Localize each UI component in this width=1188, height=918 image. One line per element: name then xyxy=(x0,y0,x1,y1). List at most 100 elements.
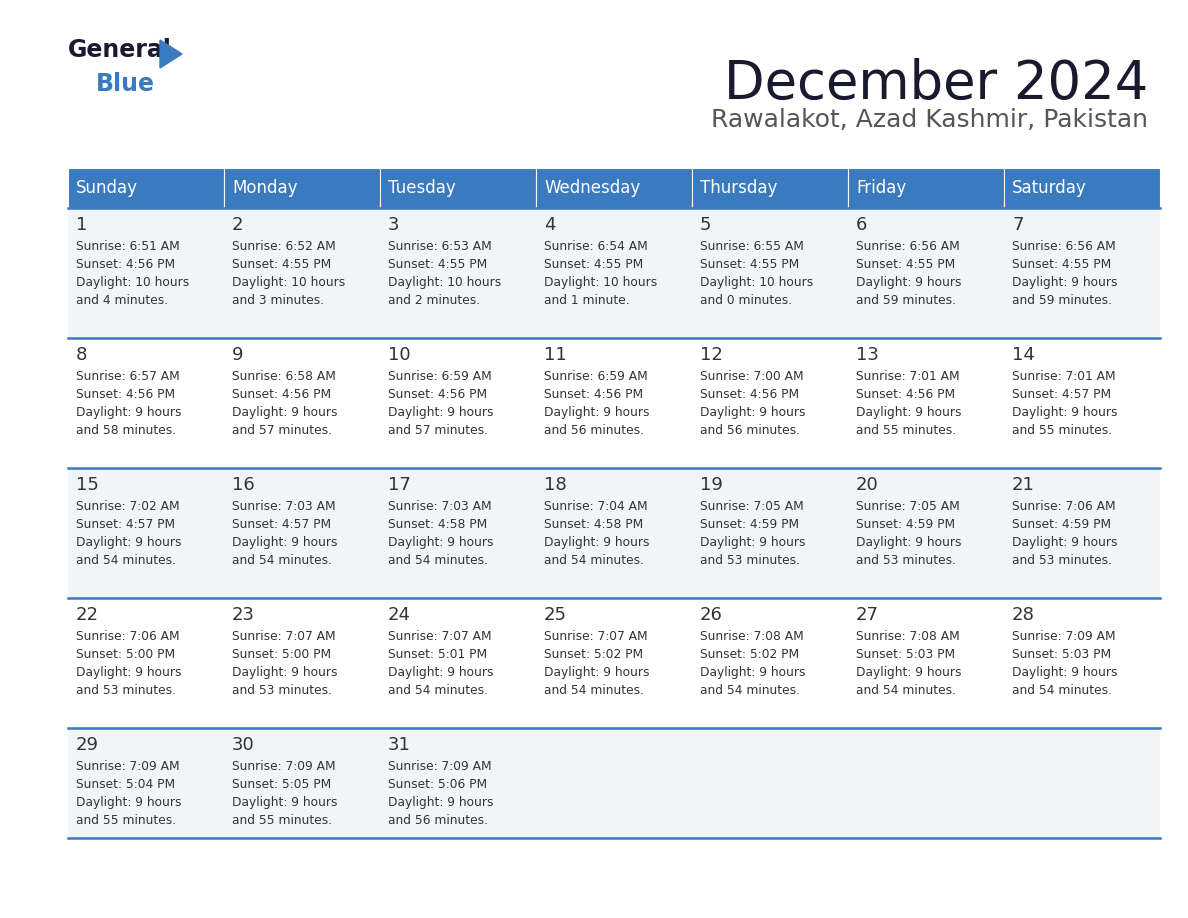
Text: and 53 minutes.: and 53 minutes. xyxy=(700,554,800,567)
Text: Sunset: 4:56 PM: Sunset: 4:56 PM xyxy=(700,388,800,401)
Text: Daylight: 9 hours: Daylight: 9 hours xyxy=(232,406,337,419)
Text: Sunset: 5:06 PM: Sunset: 5:06 PM xyxy=(388,778,487,791)
Text: Daylight: 9 hours: Daylight: 9 hours xyxy=(544,666,650,679)
Text: 6: 6 xyxy=(857,216,867,234)
Text: and 54 minutes.: and 54 minutes. xyxy=(857,684,956,697)
Text: Sunset: 4:55 PM: Sunset: 4:55 PM xyxy=(232,258,331,271)
Text: 30: 30 xyxy=(232,736,254,754)
Text: and 57 minutes.: and 57 minutes. xyxy=(388,424,488,437)
Text: Sunrise: 7:09 AM: Sunrise: 7:09 AM xyxy=(1012,630,1116,643)
Text: Sunrise: 7:04 AM: Sunrise: 7:04 AM xyxy=(544,500,647,513)
Text: Sunset: 5:01 PM: Sunset: 5:01 PM xyxy=(388,648,487,661)
Text: Sunrise: 7:07 AM: Sunrise: 7:07 AM xyxy=(388,630,492,643)
Text: and 55 minutes.: and 55 minutes. xyxy=(857,424,956,437)
Text: Sunrise: 7:08 AM: Sunrise: 7:08 AM xyxy=(857,630,960,643)
Text: and 4 minutes.: and 4 minutes. xyxy=(76,294,169,307)
Text: 1: 1 xyxy=(76,216,88,234)
Text: Daylight: 9 hours: Daylight: 9 hours xyxy=(857,536,961,549)
Text: Sunrise: 6:59 AM: Sunrise: 6:59 AM xyxy=(544,370,647,383)
Text: 11: 11 xyxy=(544,346,567,364)
Text: Sunrise: 7:06 AM: Sunrise: 7:06 AM xyxy=(1012,500,1116,513)
Text: 26: 26 xyxy=(700,606,722,624)
Bar xyxy=(225,168,380,208)
Text: Sunset: 4:55 PM: Sunset: 4:55 PM xyxy=(1012,258,1111,271)
Text: 10: 10 xyxy=(388,346,411,364)
Text: and 54 minutes.: and 54 minutes. xyxy=(388,684,488,697)
Text: 23: 23 xyxy=(232,606,255,624)
Text: Sunset: 4:56 PM: Sunset: 4:56 PM xyxy=(232,388,331,401)
Text: Daylight: 9 hours: Daylight: 9 hours xyxy=(232,666,337,679)
Text: Sunset: 4:57 PM: Sunset: 4:57 PM xyxy=(232,518,331,531)
Text: 19: 19 xyxy=(700,476,722,494)
Text: Sunrise: 7:01 AM: Sunrise: 7:01 AM xyxy=(1012,370,1116,383)
Text: Daylight: 9 hours: Daylight: 9 hours xyxy=(857,276,961,289)
Text: and 54 minutes.: and 54 minutes. xyxy=(1012,684,1112,697)
Text: 15: 15 xyxy=(76,476,99,494)
Bar xyxy=(68,728,1159,838)
Text: Sunrise: 7:08 AM: Sunrise: 7:08 AM xyxy=(700,630,804,643)
Text: Daylight: 10 hours: Daylight: 10 hours xyxy=(700,276,814,289)
Text: 16: 16 xyxy=(232,476,254,494)
Text: and 54 minutes.: and 54 minutes. xyxy=(388,554,488,567)
Text: Sunset: 4:55 PM: Sunset: 4:55 PM xyxy=(388,258,487,271)
Text: Sunrise: 6:54 AM: Sunrise: 6:54 AM xyxy=(544,240,647,253)
Text: 3: 3 xyxy=(388,216,399,234)
Text: 22: 22 xyxy=(76,606,99,624)
Text: 25: 25 xyxy=(544,606,567,624)
Text: Sunrise: 7:02 AM: Sunrise: 7:02 AM xyxy=(76,500,179,513)
Text: Sunrise: 7:05 AM: Sunrise: 7:05 AM xyxy=(857,500,960,513)
Text: Sunset: 5:03 PM: Sunset: 5:03 PM xyxy=(857,648,955,661)
Text: Sunrise: 6:59 AM: Sunrise: 6:59 AM xyxy=(388,370,492,383)
Text: 28: 28 xyxy=(1012,606,1035,624)
Text: 7: 7 xyxy=(1012,216,1024,234)
Text: and 2 minutes.: and 2 minutes. xyxy=(388,294,480,307)
Text: 21: 21 xyxy=(1012,476,1035,494)
Text: Daylight: 9 hours: Daylight: 9 hours xyxy=(1012,666,1118,679)
Text: 17: 17 xyxy=(388,476,411,494)
Text: December 2024: December 2024 xyxy=(723,58,1148,110)
Text: and 54 minutes.: and 54 minutes. xyxy=(544,554,644,567)
Text: 31: 31 xyxy=(388,736,411,754)
Text: Monday: Monday xyxy=(232,179,297,197)
Text: and 53 minutes.: and 53 minutes. xyxy=(76,684,176,697)
Text: Daylight: 9 hours: Daylight: 9 hours xyxy=(388,536,493,549)
Text: and 55 minutes.: and 55 minutes. xyxy=(76,814,176,827)
Text: Sunrise: 6:55 AM: Sunrise: 6:55 AM xyxy=(700,240,804,253)
Text: 5: 5 xyxy=(700,216,712,234)
Bar xyxy=(536,168,691,208)
Polygon shape xyxy=(160,40,182,68)
Text: and 0 minutes.: and 0 minutes. xyxy=(700,294,792,307)
Text: Sunrise: 6:56 AM: Sunrise: 6:56 AM xyxy=(1012,240,1116,253)
Text: Daylight: 9 hours: Daylight: 9 hours xyxy=(388,666,493,679)
Text: Daylight: 9 hours: Daylight: 9 hours xyxy=(700,406,805,419)
Text: Daylight: 10 hours: Daylight: 10 hours xyxy=(232,276,346,289)
Text: 9: 9 xyxy=(232,346,244,364)
Text: and 54 minutes.: and 54 minutes. xyxy=(232,554,331,567)
Text: Daylight: 9 hours: Daylight: 9 hours xyxy=(857,666,961,679)
Text: Daylight: 9 hours: Daylight: 9 hours xyxy=(1012,536,1118,549)
Text: and 58 minutes.: and 58 minutes. xyxy=(76,424,176,437)
Text: Sunrise: 6:57 AM: Sunrise: 6:57 AM xyxy=(76,370,179,383)
Text: Daylight: 9 hours: Daylight: 9 hours xyxy=(76,536,182,549)
Text: Blue: Blue xyxy=(96,72,154,96)
Text: Daylight: 9 hours: Daylight: 9 hours xyxy=(857,406,961,419)
Text: and 55 minutes.: and 55 minutes. xyxy=(232,814,333,827)
Text: Sunset: 4:55 PM: Sunset: 4:55 PM xyxy=(700,258,800,271)
Text: and 54 minutes.: and 54 minutes. xyxy=(700,684,800,697)
Text: Sunset: 4:57 PM: Sunset: 4:57 PM xyxy=(1012,388,1111,401)
Text: 4: 4 xyxy=(544,216,556,234)
Text: Sunrise: 7:06 AM: Sunrise: 7:06 AM xyxy=(76,630,179,643)
Text: and 1 minute.: and 1 minute. xyxy=(544,294,630,307)
Text: and 3 minutes.: and 3 minutes. xyxy=(232,294,324,307)
Text: 2: 2 xyxy=(232,216,244,234)
Text: Sunrise: 7:01 AM: Sunrise: 7:01 AM xyxy=(857,370,960,383)
Text: Sunset: 4:56 PM: Sunset: 4:56 PM xyxy=(544,388,643,401)
Text: 20: 20 xyxy=(857,476,879,494)
Text: and 54 minutes.: and 54 minutes. xyxy=(544,684,644,697)
Text: Sunrise: 7:00 AM: Sunrise: 7:00 AM xyxy=(700,370,803,383)
Text: Sunrise: 6:58 AM: Sunrise: 6:58 AM xyxy=(232,370,336,383)
Text: and 59 minutes.: and 59 minutes. xyxy=(1012,294,1112,307)
Text: Thursday: Thursday xyxy=(700,179,777,197)
Text: Sunset: 4:58 PM: Sunset: 4:58 PM xyxy=(544,518,643,531)
Bar xyxy=(68,208,1159,338)
